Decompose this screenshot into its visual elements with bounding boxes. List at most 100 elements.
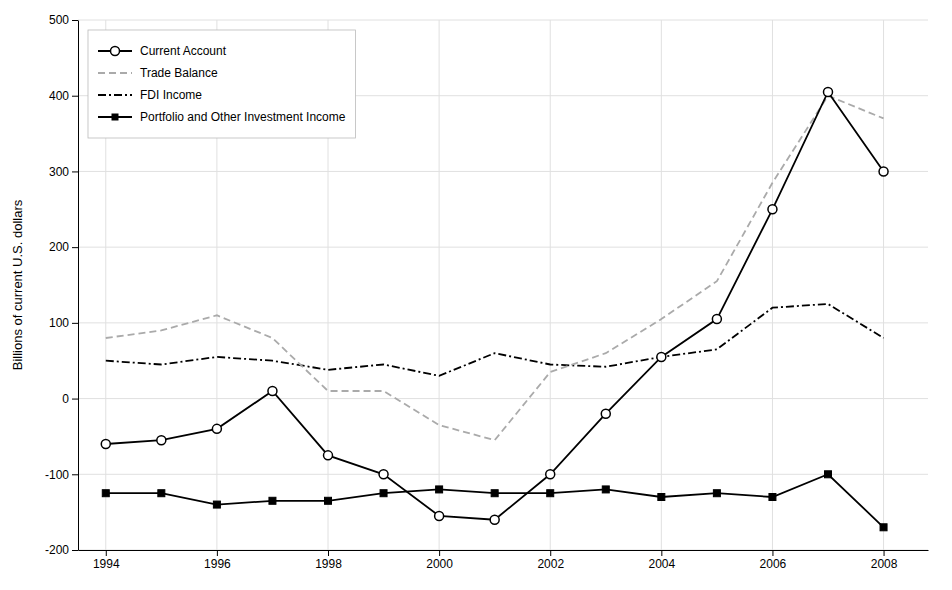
legend-item: FDI Income [98,88,202,102]
series-line [106,96,884,441]
grid-line-y [78,550,928,551]
grid-line-y [78,322,928,323]
tick-label: 1998 [315,557,342,571]
legend-label: Current Account [140,44,227,58]
tick: 2008 [871,550,898,571]
legend-item: Portfolio and Other Investment Income [98,110,346,124]
legend-item: Trade Balance [98,66,218,80]
tick-label: -200 [45,543,69,557]
tick-label: 1994 [93,557,120,571]
point [490,515,499,524]
axis-line [79,550,929,551]
plot-root: 19941996199820002002200420062008-200-100… [10,13,929,570]
point [491,490,498,497]
tick: 2000 [426,550,453,571]
tick-mark [328,550,329,556]
point [880,524,887,531]
point [158,490,165,497]
legend-marker [111,47,120,56]
point [213,501,220,508]
point [101,440,110,449]
tick-label: 2008 [871,557,898,571]
series-line [106,474,884,527]
point [769,494,776,501]
tick: 200 [49,240,78,254]
x-axis: 1994 1996 1998 2000 2002 2004 2006 2008 [79,550,929,571]
point [713,490,720,497]
point [658,494,665,501]
tick-mark [439,550,440,556]
point [102,490,109,497]
tick-label: 1996 [204,557,231,571]
grid-line-y [78,20,928,21]
grid-line-x [661,20,662,550]
point [824,87,833,96]
legend: Current Account Trade Balance FDI Income Po… [88,30,355,138]
point [268,387,277,396]
point [825,471,832,478]
tick: 400 [49,89,78,103]
point [879,167,888,176]
legend-marker [112,114,119,121]
legend-swatch [98,72,132,74]
legend-item: Current Account [98,44,227,58]
point [269,497,276,504]
tick: 2006 [760,550,787,571]
tick-mark [217,550,218,556]
tick-mark [772,550,773,556]
point [657,352,666,361]
series-line [106,304,884,376]
point [601,409,610,418]
tick: 0 [62,392,78,406]
tick: 1996 [204,550,231,571]
tick-mark [72,474,78,475]
tick-label: 2004 [648,557,675,571]
grid-line-y [78,474,928,475]
tick-mark [72,550,78,551]
series-line [106,92,884,520]
tick: 2004 [648,550,675,571]
point [436,486,443,493]
tick-mark [661,550,662,556]
legend-label: Trade Balance [140,66,218,80]
tick-mark [72,171,78,172]
chart: 19941996199820002002200420062008-200-100… [0,0,952,590]
grid-line-y [78,247,928,248]
y-axis-title: Billions of current U.S. dollars [10,199,25,370]
tick-mark [72,20,78,21]
legend-label: Portfolio and Other Investment Income [140,110,346,124]
tick: -100 [45,468,78,482]
tick-label: 0 [62,392,69,406]
legend-swatch [98,94,132,96]
tick: -200 [45,543,78,557]
axis-line [78,21,79,551]
plot-area [101,87,888,530]
tick-label: 2002 [537,557,564,571]
y-axis: -200 -100 0 100 200 300 400 500 [45,13,79,557]
tick-mark [72,96,78,97]
grid [78,20,928,550]
tick-label: 400 [49,89,69,103]
point [547,490,554,497]
tick: 500 [49,13,78,27]
point [325,497,332,504]
tick-mark [72,247,78,248]
tick-label: 100 [49,316,69,330]
point [324,451,333,460]
point [768,205,777,214]
point [380,490,387,497]
tick-mark [72,323,78,324]
tick-label: 2006 [760,557,787,571]
tick-mark [72,399,78,400]
point [157,436,166,445]
grid-line-x [883,20,884,550]
tick: 300 [49,165,78,179]
tick: 2002 [537,550,564,571]
point [212,424,221,433]
tick: 1998 [315,550,342,571]
point [546,470,555,479]
tick-mark [550,550,551,556]
grid-line-x [772,20,773,550]
grid-line-x [439,20,440,550]
point [712,315,721,324]
